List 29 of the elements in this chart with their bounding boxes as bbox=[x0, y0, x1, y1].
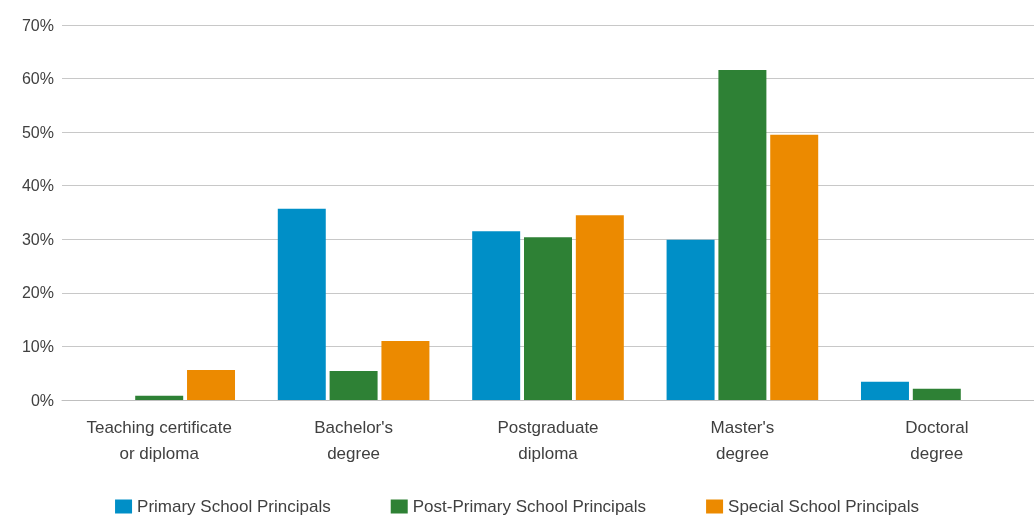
bar bbox=[575, 215, 624, 400]
x-tick-label: Doctoral degree bbox=[905, 417, 969, 463]
bar bbox=[718, 70, 767, 400]
y-tick-label: 60% bbox=[21, 70, 54, 88]
bar bbox=[187, 370, 236, 400]
x-tick-label: Master's degree bbox=[710, 417, 775, 463]
bar bbox=[770, 134, 819, 400]
legend-label: Primary School Principals bbox=[137, 497, 331, 516]
bar bbox=[381, 341, 430, 400]
y-tick-label: 50% bbox=[21, 123, 54, 141]
x-tick-label: Teaching certificate or diploma bbox=[86, 417, 232, 463]
x-tick-label: Bachelor's degree bbox=[314, 417, 394, 463]
y-tick-label: 30% bbox=[21, 230, 54, 248]
bar bbox=[135, 395, 184, 400]
bar bbox=[860, 381, 909, 400]
bar bbox=[329, 371, 378, 400]
bar bbox=[524, 237, 572, 400]
legend-label: Post-Primary School Principals bbox=[412, 497, 647, 516]
bar bbox=[472, 231, 521, 400]
bar bbox=[666, 239, 715, 400]
y-tick-label: 70% bbox=[21, 16, 54, 34]
y-tick-label: 40% bbox=[21, 177, 54, 195]
bar bbox=[277, 208, 326, 400]
legend-label: Special School Principals bbox=[728, 497, 919, 516]
x-tick-label: Postgraduate diploma bbox=[497, 417, 599, 463]
y-tick-label: 10% bbox=[21, 337, 54, 355]
y-tick-label: 0% bbox=[30, 391, 54, 409]
bar bbox=[912, 388, 961, 400]
y-tick-label: 20% bbox=[21, 284, 54, 302]
